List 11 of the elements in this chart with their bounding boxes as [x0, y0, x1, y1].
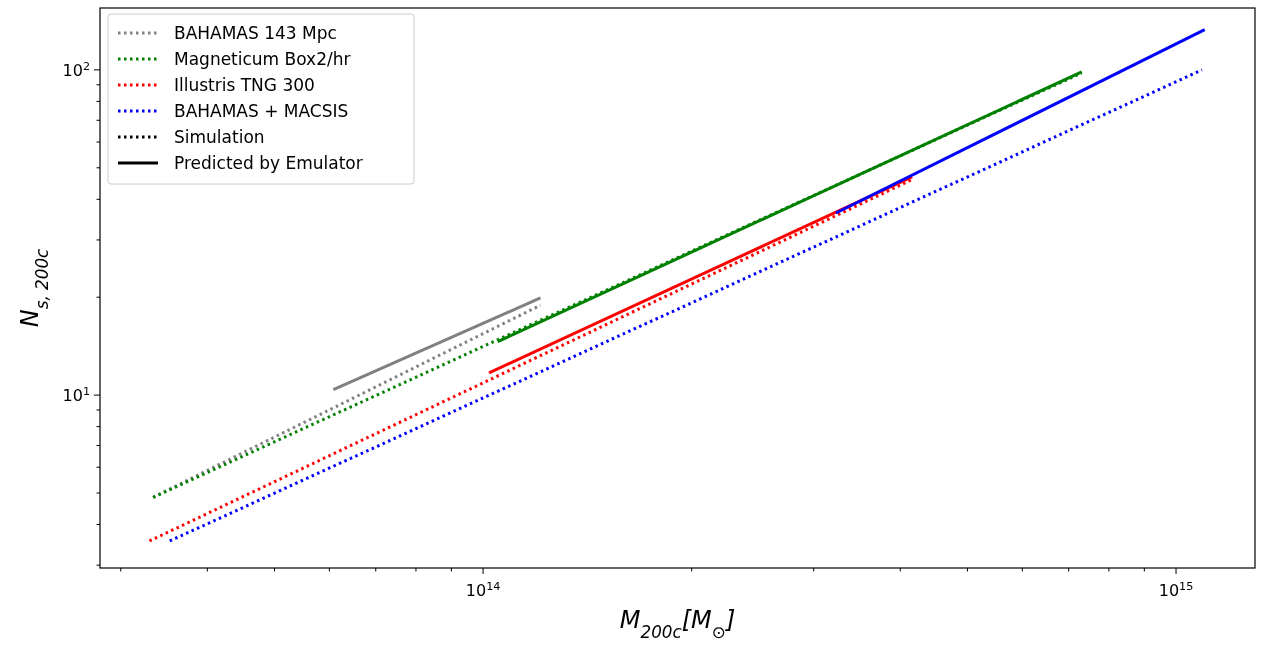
y-tick-label: 10$^{1}$ — [62, 384, 90, 406]
legend-label: Illustris TNG 300 — [174, 75, 315, 95]
legend-label: BAHAMAS + MACSIS — [174, 101, 349, 121]
x-axis-title: M$_{200c}$[M$_{⊙}$] — [619, 606, 736, 642]
y-tick-label: 10$^{2}$ — [62, 59, 90, 80]
legend-label: Magneticum Box2/hr — [174, 49, 351, 69]
legend-label: Predicted by Emulator — [174, 153, 363, 173]
x-tick-label: 10$^{14}$ — [465, 579, 501, 600]
legend-label: Simulation — [174, 127, 265, 147]
x-tick-label: 10$^{15}$ — [1158, 579, 1194, 600]
legend-label: BAHAMAS 143 Mpc — [174, 23, 337, 43]
